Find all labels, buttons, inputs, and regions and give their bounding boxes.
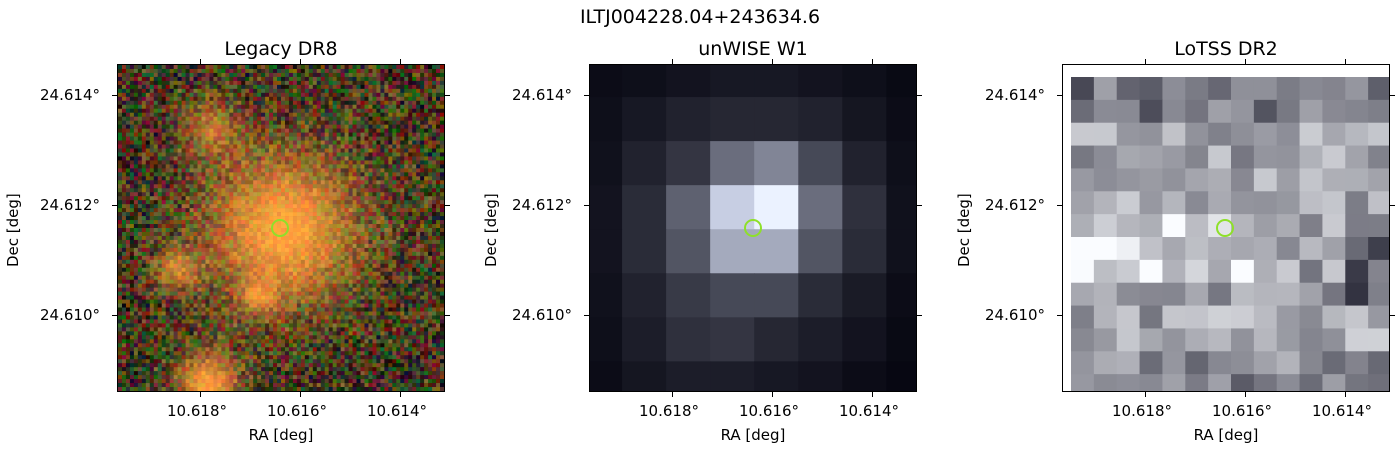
x-tick: [1145, 59, 1146, 64]
y-tick: [584, 205, 589, 206]
x-tick-label: 10.616°: [267, 402, 327, 420]
y-axis-label: Dec [deg]: [955, 193, 973, 267]
lotss-image-canvas: [1063, 65, 1389, 391]
x-axis-label: RA [deg]: [720, 426, 786, 444]
x-tick: [672, 59, 673, 64]
y-tick-label: 24.614°: [985, 86, 1045, 104]
panel-title: Legacy DR8: [224, 38, 338, 60]
source-marker: [1216, 219, 1234, 237]
x-tick-label: 10.618°: [639, 402, 699, 420]
panel-unwise: unWISE W1 24.614° 24.612° 24.610° 10.618…: [0, 0, 922, 458]
y-tick-label: 24.610°: [512, 306, 572, 324]
y-tick-label: 24.612°: [985, 196, 1045, 214]
panel-title: unWISE W1: [698, 38, 808, 60]
x-tick-label: 10.618°: [1112, 402, 1172, 420]
y-tick: [1057, 95, 1062, 96]
x-tick: [300, 59, 301, 64]
y-tick: [917, 315, 922, 316]
y-tick-label: 24.612°: [40, 196, 100, 214]
y-tick: [1057, 205, 1062, 206]
y-tick: [112, 315, 117, 316]
y-tick: [112, 95, 117, 96]
x-tick: [872, 59, 873, 64]
x-tick: [1345, 392, 1346, 397]
y-tick: [584, 315, 589, 316]
x-axis-label: RA [deg]: [1193, 426, 1259, 444]
x-tick-label: 10.618°: [167, 402, 227, 420]
x-tick: [772, 59, 773, 64]
panel-legacy: Legacy DR8 24.614° 24.612° 24.610° 10.61…: [0, 0, 450, 458]
x-tick-label: 10.616°: [1212, 402, 1272, 420]
y-tick: [917, 205, 922, 206]
y-tick: [917, 95, 922, 96]
x-tick-label: 10.614°: [839, 402, 899, 420]
x-tick-label: 10.616°: [739, 402, 799, 420]
x-tick: [400, 59, 401, 64]
x-tick: [400, 392, 401, 397]
y-tick: [1390, 205, 1395, 206]
source-marker: [271, 219, 289, 237]
x-tick: [672, 392, 673, 397]
figure-title: ILTJ004228.04+243634.6: [579, 6, 821, 28]
x-tick: [1345, 59, 1346, 64]
y-tick-label: 24.614°: [512, 86, 572, 104]
unwise-image-canvas: [590, 65, 916, 391]
x-tick: [872, 392, 873, 397]
x-tick: [772, 392, 773, 397]
x-axis-label: RA [deg]: [248, 426, 314, 444]
y-tick-label: 24.610°: [40, 306, 100, 324]
y-axis-label: Dec [deg]: [482, 193, 500, 267]
panel-title: LoTSS DR2: [1174, 38, 1278, 60]
x-tick: [1245, 59, 1246, 64]
y-tick: [1390, 95, 1395, 96]
x-tick-label: 10.614°: [1312, 402, 1372, 420]
x-tick: [200, 59, 201, 64]
y-tick-label: 24.614°: [40, 86, 100, 104]
y-tick: [1057, 315, 1062, 316]
y-tick: [1390, 315, 1395, 316]
legacy-image-canvas: [118, 65, 444, 391]
x-tick-label: 10.614°: [367, 402, 427, 420]
legacy-image: [117, 64, 445, 392]
x-tick: [1245, 392, 1246, 397]
y-tick: [445, 205, 450, 206]
source-marker: [744, 219, 762, 237]
y-tick: [584, 95, 589, 96]
y-tick: [112, 205, 117, 206]
y-tick-label: 24.610°: [985, 306, 1045, 324]
y-tick: [445, 95, 450, 96]
y-tick-label: 24.612°: [512, 196, 572, 214]
x-tick: [1145, 392, 1146, 397]
x-tick: [300, 392, 301, 397]
y-tick: [445, 315, 450, 316]
x-tick: [200, 392, 201, 397]
